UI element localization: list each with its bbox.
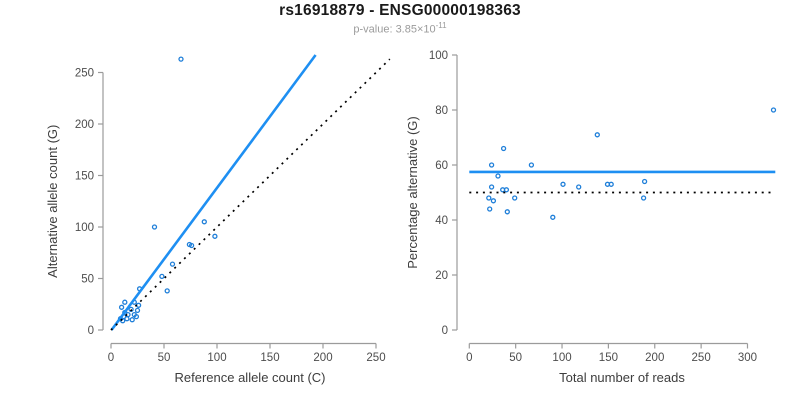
- allele-counts-point: [188, 242, 195, 249]
- allele-counts-x-tick-label: 100: [207, 352, 226, 364]
- percentage-vs-reads-point: [495, 173, 501, 179]
- allele-counts-point: [151, 224, 158, 230]
- percentage-vs-reads-xlabel: Total number of reads: [559, 370, 685, 385]
- percentage-vs-reads-x-tick-label: 150: [599, 352, 618, 364]
- percentage-vs-reads-ylabel: Percentage alternative (G): [405, 116, 420, 268]
- allele-counts-y-tick-label: 0: [88, 325, 94, 337]
- allele-counts-xlabel: Reference allele count (C): [174, 370, 325, 385]
- allele-counts-point: [134, 307, 141, 314]
- allele-counts-point: [178, 56, 184, 62]
- percentage-vs-reads-y-tick-label: 40: [435, 215, 448, 227]
- allele-counts-y-tick-label: 150: [75, 171, 94, 183]
- allele-counts-x-tick-label: 200: [313, 352, 332, 364]
- percentage-vs-reads-point: [576, 184, 582, 190]
- percentage-vs-reads-point: [550, 214, 556, 220]
- allele-counts-y-tick-label: 50: [81, 274, 94, 286]
- allele-counts-point: [120, 318, 126, 324]
- percentage-vs-reads-x-tick-label: 50: [509, 352, 522, 364]
- p-value-exponent: -11: [435, 21, 447, 30]
- percentage-vs-reads-x-tick-label: 250: [692, 352, 711, 364]
- percentage-vs-reads-panel: 0 50 100 150 200 250 300 0 20 40 60 80 100 Total numb…: [405, 50, 777, 385]
- percentage-vs-reads-point: [560, 181, 566, 187]
- percentage-vs-reads-x-tick-label: 100: [552, 352, 571, 364]
- percentage-vs-reads-point: [594, 132, 600, 138]
- allele-counts-point: [164, 288, 170, 294]
- allele-counts-panel: 0 50 100 150 200 250 0 50 100 150 200 250 Reference …: [45, 54, 391, 385]
- regression-line: [110, 54, 317, 331]
- allele-counts-point: [201, 219, 207, 225]
- percentage-vs-reads-point: [504, 209, 510, 215]
- allele-counts-point: [169, 261, 176, 267]
- allele-counts-y-tick-label: 250: [75, 68, 94, 80]
- allele-counts-point: [135, 302, 142, 308]
- percentage-vs-reads-point: [487, 206, 493, 212]
- allele-counts-point: [133, 313, 140, 320]
- allele-counts-point: [159, 273, 165, 280]
- percentage-vs-reads-y-tick-label: 100: [429, 50, 448, 62]
- percentage-vs-reads-point: [512, 195, 518, 201]
- allele-counts-point: [122, 299, 128, 305]
- percentage-vs-reads-point: [641, 178, 648, 185]
- allele-counts-point: [118, 304, 125, 310]
- percentage-vs-reads-x-tick-label: 0: [466, 352, 472, 364]
- allele-counts-point: [129, 317, 135, 323]
- p-value-text: p-value: 3.85×10: [353, 23, 436, 36]
- allele-counts-x-tick-label: 250: [366, 352, 385, 364]
- percentage-vs-reads-x-tick-label: 300: [738, 352, 757, 364]
- identity-line: [110, 58, 391, 331]
- percentage-vs-reads-y-tick-label: 20: [435, 270, 448, 282]
- percentage-vs-reads-point: [640, 195, 647, 201]
- figure-title: rs16918879 - ENSG00000198363: [279, 2, 521, 19]
- percentage-vs-reads-y-tick-label: 80: [435, 105, 448, 117]
- percentage-vs-reads-point: [490, 198, 497, 204]
- allele-counts-y-tick-label: 100: [75, 222, 94, 234]
- percentage-vs-reads-point: [528, 162, 535, 168]
- percentage-vs-reads-point: [488, 162, 495, 168]
- percentage-vs-reads-point: [608, 181, 614, 187]
- allele-counts-point: [212, 233, 218, 239]
- allele-counts-x-tick-label: 50: [158, 352, 171, 364]
- allele-counts-x-tick-label: 0: [108, 352, 114, 364]
- percentage-vs-reads-point: [503, 187, 510, 193]
- percentage-vs-reads-y-tick-label: 0: [442, 325, 448, 337]
- allele-counts-x-tick-label: 150: [260, 352, 279, 364]
- percentage-vs-reads-y-tick-label: 60: [435, 160, 448, 172]
- percentage-vs-reads-x-tick-label: 200: [645, 352, 664, 364]
- allele-counts-point: [124, 316, 130, 322]
- percentage-vs-reads-point: [500, 145, 507, 152]
- percentage-vs-reads-point: [770, 107, 777, 113]
- percentage-vs-reads-point: [488, 184, 495, 190]
- allele-counts-y-tick-label: 200: [75, 119, 94, 131]
- percentage-vs-reads-point: [486, 195, 492, 201]
- figure-subtitle: p-value: 3.85×10-11: [0, 21, 800, 36]
- allele-counts-ylabel: Alternative allele count (G): [45, 125, 60, 278]
